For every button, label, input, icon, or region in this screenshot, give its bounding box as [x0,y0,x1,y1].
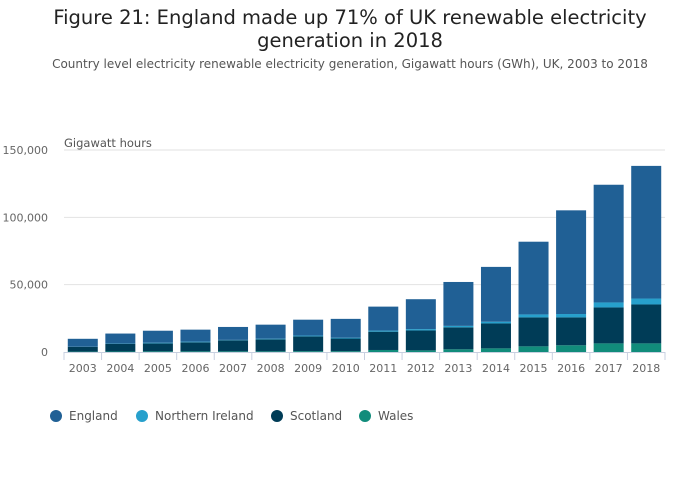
bar-scotland-2018[interactable] [631,304,662,344]
bar-wales-2005[interactable] [142,351,173,352]
bar-northern-ireland-2008[interactable] [255,338,286,340]
x-tick-label: 2017 [595,362,623,375]
x-tick-label: 2003 [69,362,97,375]
bar-england-2008[interactable] [255,324,286,339]
bar-wales-2011[interactable] [368,349,399,352]
bar-england-2013[interactable] [443,281,474,326]
y-tick-label: 50,000 [10,279,49,292]
bar-wales-2012[interactable] [405,350,436,352]
bar-england-2005[interactable] [142,330,173,343]
bar-northern-ireland-2011[interactable] [368,330,399,332]
bar-northern-ireland-2010[interactable] [330,337,361,339]
bar-wales-2017[interactable] [593,343,624,352]
bar-scotland-2014[interactable] [480,323,511,349]
bar-northern-ireland-2017[interactable] [593,302,624,308]
chart-title: Figure 21: England made up 71% of UK ren… [53,6,647,52]
bar-england-2016[interactable] [556,210,587,315]
legend-item-wales[interactable]: Wales [359,409,413,423]
bar-northern-ireland-2013[interactable] [443,325,474,328]
bar-northern-ireland-2014[interactable] [480,321,511,324]
legend-label: Northern Ireland [155,409,254,423]
legend-swatch [50,410,62,422]
bar-scotland-2005[interactable] [142,343,173,352]
bar-wales-2014[interactable] [480,348,511,352]
y-tick-label: 100,000 [3,211,49,224]
x-tick-label: 2004 [106,362,134,375]
y-tick-label: 0 [41,346,48,359]
legend-item-northern-ireland[interactable]: Northern Ireland [136,409,254,423]
bar-wales-2018[interactable] [631,343,662,352]
bar-england-2003[interactable] [67,338,98,347]
legend-swatch [359,410,371,422]
bar-england-2011[interactable] [368,306,399,331]
legend-swatch [136,410,148,422]
y-tick-label: 150,000 [3,144,49,157]
x-tick-label: 2013 [444,362,472,375]
x-tick-label: 2007 [219,362,247,375]
legend-label: Scotland [290,409,342,423]
bar-scotland-2012[interactable] [405,330,436,351]
x-tick-label: 2018 [632,362,660,375]
bar-wales-2016[interactable] [556,345,587,352]
bar-northern-ireland-2016[interactable] [556,314,587,318]
x-tick-label: 2015 [520,362,548,375]
x-tick-label: 2009 [294,362,322,375]
bar-england-2012[interactable] [405,299,436,330]
legend-swatch [271,410,283,422]
bar-england-2004[interactable] [105,333,136,344]
bar-scotland-2010[interactable] [330,338,361,352]
bar-scotland-2006[interactable] [180,342,211,352]
bar-wales-2010[interactable] [330,351,361,352]
bar-northern-ireland-2015[interactable] [518,314,549,318]
legend-item-england[interactable]: England [50,409,118,423]
bar-scotland-2013[interactable] [443,327,474,350]
bar-scotland-2017[interactable] [593,307,624,344]
bar-england-2014[interactable] [480,266,511,322]
bar-england-2015[interactable] [518,241,549,315]
x-tick-label: 2011 [369,362,397,375]
bar-scotland-2011[interactable] [368,331,399,350]
bar-england-2010[interactable] [330,318,361,338]
bar-scotland-2008[interactable] [255,339,286,352]
chart-subtitle: Country level electricity renewable elec… [52,57,648,71]
legend-label: England [69,409,118,423]
y-axis-label: Gigawatt hours [64,136,152,150]
x-tick-label: 2016 [557,362,585,375]
bar-northern-ireland-2018[interactable] [631,298,662,305]
bar-england-2006[interactable] [180,329,211,342]
x-tick-label: 2006 [181,362,209,375]
bar-wales-2013[interactable] [443,349,474,352]
bar-northern-ireland-2006[interactable] [180,341,211,343]
x-tick-label: 2012 [407,362,435,375]
bar-northern-ireland-2005[interactable] [142,342,173,344]
x-tick-label: 2005 [144,362,172,375]
legend-item-scotland[interactable]: Scotland [271,409,342,423]
bar-northern-ireland-2012[interactable] [405,329,436,331]
bar-england-2018[interactable] [631,165,662,299]
bar-england-2007[interactable] [218,326,249,340]
bar-wales-2006[interactable] [180,351,211,352]
bar-scotland-2007[interactable] [218,340,249,352]
x-tick-label: 2010 [332,362,360,375]
bar-scotland-2009[interactable] [293,336,324,352]
x-tick-label: 2014 [482,362,510,375]
bar-england-2009[interactable] [293,319,324,336]
bar-northern-ireland-2009[interactable] [293,335,324,337]
bar-scotland-2004[interactable] [105,343,136,352]
bar-scotland-2016[interactable] [556,317,587,346]
bar-england-2017[interactable] [593,184,624,303]
bar-wales-2008[interactable] [255,351,286,352]
legend-label: Wales [378,409,413,423]
x-tick-label: 2008 [257,362,285,375]
bar-scotland-2003[interactable] [67,346,98,352]
bar-wales-2009[interactable] [293,351,324,352]
bar-wales-2004[interactable] [105,351,136,352]
bar-wales-2007[interactable] [218,351,249,352]
bar-scotland-2015[interactable] [518,317,549,347]
bar-wales-2015[interactable] [518,346,549,352]
